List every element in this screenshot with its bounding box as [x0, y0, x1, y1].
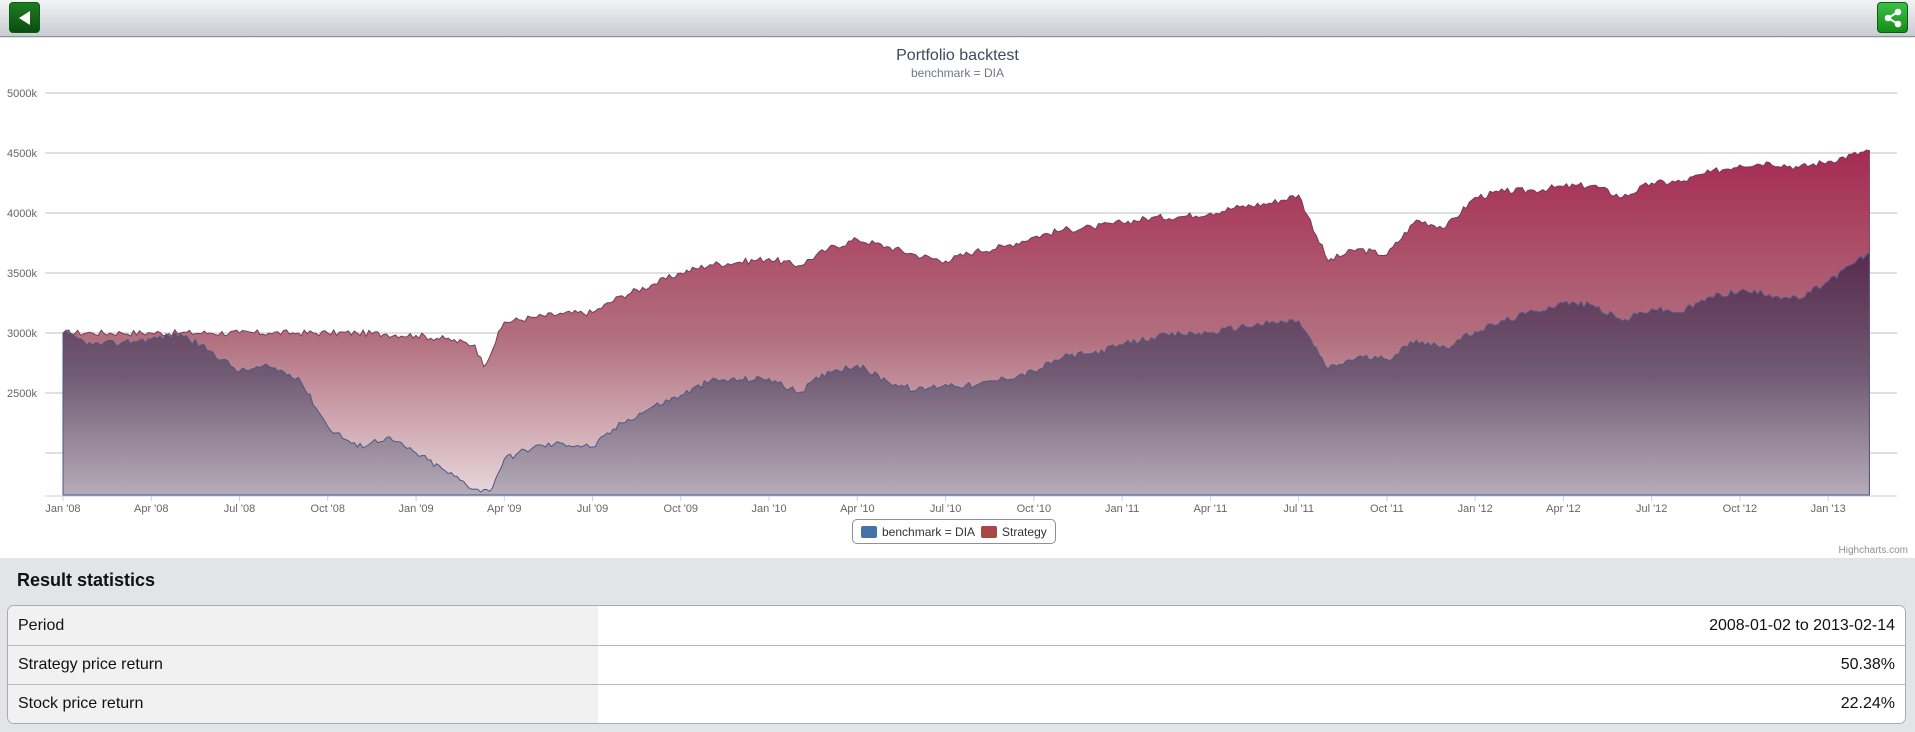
stats-row-strategy-return: Strategy price return 50.38%: [8, 645, 1905, 684]
x-tick-label: Apr '11: [1194, 503, 1228, 515]
legend-label-benchmark: benchmark = DIA: [882, 524, 976, 539]
x-tick-label: Oct '10: [1017, 503, 1052, 515]
y-tick-label: 3500k: [7, 268, 37, 280]
stats-label: Period: [8, 606, 598, 645]
legend-item-strategy[interactable]: Strategy: [981, 525, 1047, 539]
y-tick-label: 4500k: [7, 148, 37, 160]
chart-plot: 5000k 4500k 4000k 3500k 3000k 2500k Jan '08 Apr…: [7, 88, 1897, 515]
x-tick-label: Jul '10: [930, 503, 961, 515]
chart-title: Portfolio backtest: [896, 47, 1019, 64]
x-tick-label: Apr '12: [1546, 503, 1581, 515]
stats-value: 2008-01-02 to 2013-02-14: [598, 606, 1905, 645]
chart-subtitle: benchmark = DIA: [910, 66, 1005, 80]
legend-swatch-strategy: [981, 525, 998, 538]
series-benchmark-area: [62, 251, 1870, 496]
x-tick-label: Jul '12: [1636, 503, 1667, 515]
chart-legend: benchmark = DIA Strategy: [852, 519, 1056, 544]
legend-label-strategy: Strategy: [1002, 524, 1047, 539]
share-button[interactable]: [1877, 2, 1908, 33]
stats-title: Result statistics: [17, 570, 156, 590]
chart-container: Portfolio backtest benchmark = DIA 5000k…: [0, 38, 1915, 558]
x-tick-label: Oct '09: [664, 503, 699, 515]
top-toolbar: [0, 0, 1915, 37]
stats-row-period: Period 2008-01-02 to 2013-02-14: [8, 606, 1905, 645]
y-tick-label: 3000k: [7, 328, 37, 340]
y-tick-label: 5000k: [7, 88, 37, 100]
x-tick-label: Oct '12: [1723, 503, 1758, 515]
stats-label: Strategy price return: [8, 646, 598, 684]
x-tick-label: Jan '13: [1811, 503, 1846, 515]
back-arrow-icon: [18, 10, 30, 25]
y-tick-label: 2500k: [7, 388, 37, 400]
x-tick-label: Jan '09: [398, 503, 433, 515]
legend-item-benchmark[interactable]: benchmark = DIA: [861, 525, 975, 539]
stats-table: Period 2008-01-02 to 2013-02-14 Strategy…: [7, 605, 1906, 724]
x-tick-label: Jan '08: [45, 503, 80, 515]
stats-row-stock-return: Stock price return 22.24%: [8, 684, 1905, 723]
share-icon: [1884, 8, 1901, 27]
legend-swatch-benchmark: [861, 525, 877, 538]
x-tick-label: Jul '08: [224, 503, 255, 515]
x-tick-label: Oct '11: [1370, 503, 1404, 515]
y-tick-label: 4000k: [7, 208, 37, 220]
x-tick-label: Apr '08: [134, 503, 169, 515]
x-tick-label: Jan '12: [1458, 503, 1493, 515]
stats-value: 22.24%: [598, 685, 1905, 723]
x-tick-label: Apr '09: [487, 503, 522, 515]
stats-label: Stock price return: [8, 685, 598, 723]
x-tick-label: Jan '11: [1105, 503, 1139, 515]
x-tick-label: Jan '10: [752, 503, 787, 515]
stats-value: 50.38%: [598, 646, 1905, 684]
x-tick-label: Jul '11: [1283, 503, 1314, 515]
result-statistics-section: Result statistics Period 2008-01-02 to 2…: [0, 558, 1915, 732]
credits-link[interactable]: Highcharts.com: [1838, 545, 1908, 556]
x-tick-label: Jul '09: [577, 503, 608, 515]
x-tick-label: Apr '10: [840, 503, 875, 515]
back-button[interactable]: [9, 2, 40, 33]
x-tick-label: Oct '08: [311, 503, 346, 515]
